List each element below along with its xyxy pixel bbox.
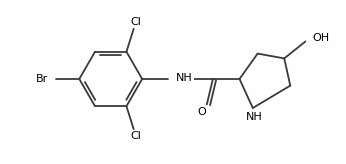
Text: NH: NH [176,73,193,83]
Text: Cl: Cl [131,131,142,141]
Text: O: O [198,107,207,117]
Text: Br: Br [36,74,48,84]
Text: NH: NH [246,112,262,122]
Text: OH: OH [313,33,330,43]
Text: Cl: Cl [131,17,142,27]
